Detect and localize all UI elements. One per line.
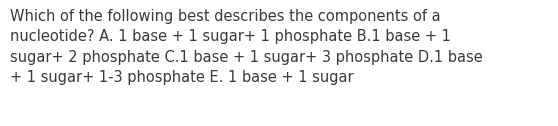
Text: Which of the following best describes the components of a
nucleotide? A. 1 base : Which of the following best describes th… <box>10 9 483 85</box>
